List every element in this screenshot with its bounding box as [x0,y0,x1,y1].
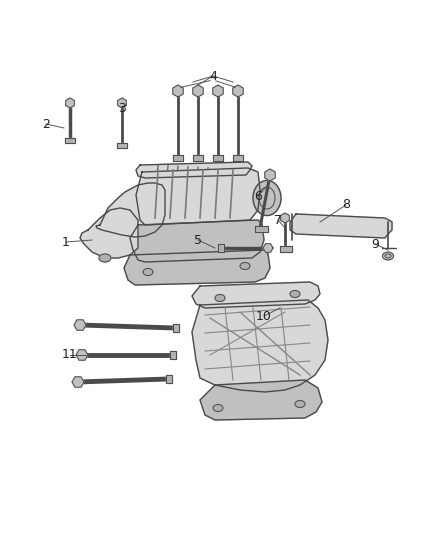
Polygon shape [213,85,223,97]
Polygon shape [233,85,243,97]
Polygon shape [173,324,179,332]
Polygon shape [192,282,320,308]
Text: 7: 7 [274,214,282,227]
Text: 6: 6 [254,190,262,203]
Polygon shape [281,213,290,223]
Ellipse shape [215,295,225,302]
Polygon shape [193,155,203,161]
Ellipse shape [99,254,111,262]
Text: 11: 11 [62,349,78,361]
Polygon shape [200,380,322,420]
Polygon shape [290,214,392,238]
Polygon shape [76,350,88,360]
Text: 3: 3 [118,101,126,115]
Polygon shape [233,155,243,161]
Polygon shape [170,351,176,359]
Text: 2: 2 [42,117,50,131]
Polygon shape [66,98,74,108]
Polygon shape [173,155,183,161]
Polygon shape [118,98,126,108]
Text: 10: 10 [256,310,272,322]
Polygon shape [117,143,127,148]
Polygon shape [136,168,260,225]
Polygon shape [255,226,268,232]
Ellipse shape [143,269,153,276]
Polygon shape [263,244,273,252]
Polygon shape [218,244,224,252]
Ellipse shape [253,181,281,215]
Text: 5: 5 [194,233,202,246]
Polygon shape [124,250,270,285]
Polygon shape [166,375,172,383]
Text: 8: 8 [342,198,350,212]
Polygon shape [193,85,203,97]
Polygon shape [74,320,86,330]
Polygon shape [65,138,75,143]
Polygon shape [96,183,165,237]
Ellipse shape [295,400,305,408]
Polygon shape [213,155,223,161]
Polygon shape [173,85,183,97]
Ellipse shape [290,290,300,297]
Polygon shape [72,377,84,387]
Text: 1: 1 [62,236,70,248]
Polygon shape [265,169,275,181]
Polygon shape [80,208,138,258]
Ellipse shape [213,405,223,411]
Ellipse shape [382,252,393,260]
Text: 9: 9 [371,238,379,251]
Polygon shape [192,300,328,392]
Text: 4: 4 [209,69,217,83]
Polygon shape [130,220,264,262]
Polygon shape [136,162,252,178]
Ellipse shape [240,262,250,270]
Polygon shape [280,246,292,252]
